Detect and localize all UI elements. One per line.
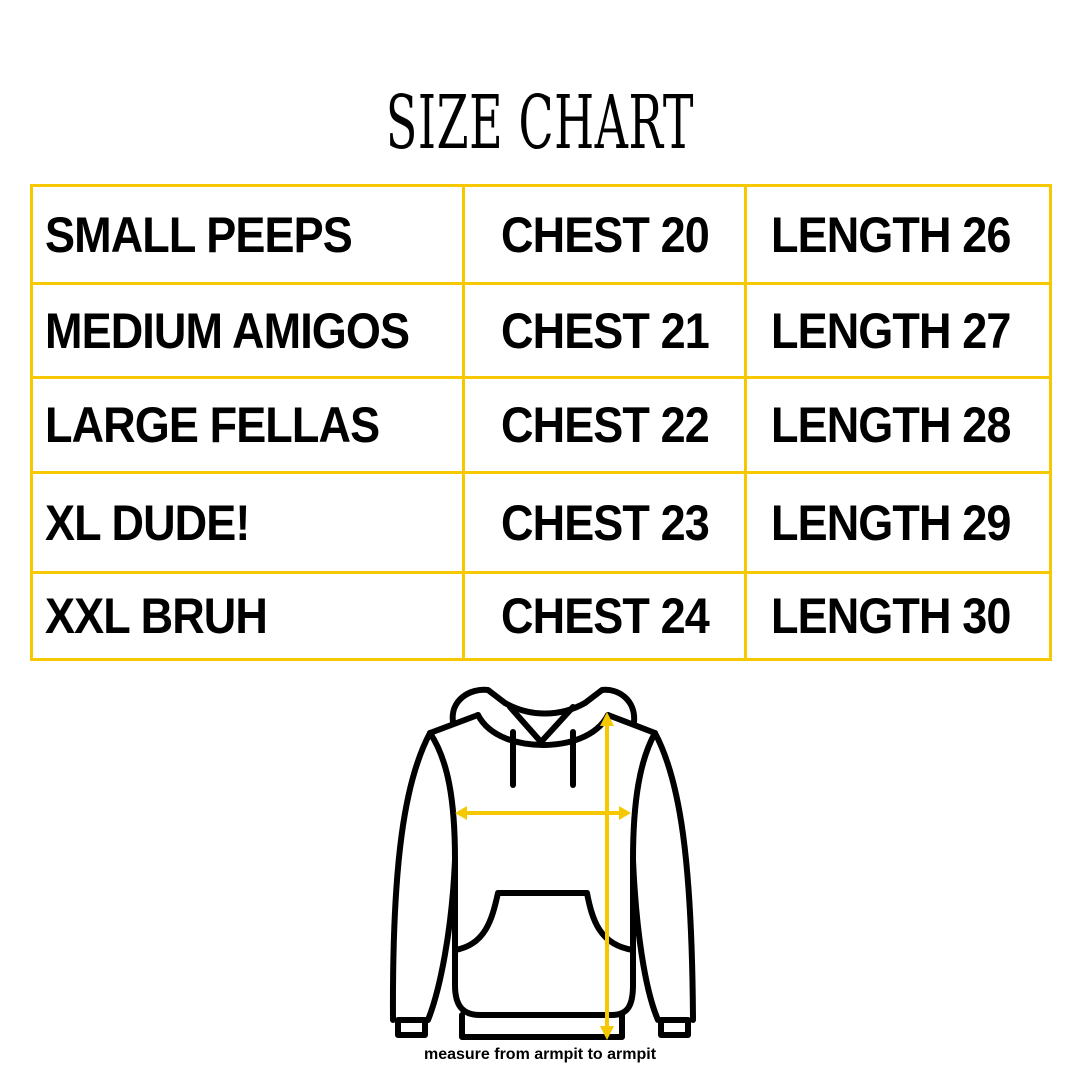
chest-value: CHEST 22 bbox=[500, 397, 710, 453]
length-value: LENGTH 26 bbox=[770, 206, 1011, 263]
length-value: LENGTH 30 bbox=[770, 588, 1011, 644]
length-value: LENGTH 29 bbox=[770, 494, 1011, 551]
table-row: SMALL PEEPS CHEST 20 LENGTH 26 bbox=[30, 184, 1052, 285]
table-row: XL DUDE! CHEST 23 LENGTH 29 bbox=[30, 471, 1052, 574]
chest-value: CHEST 20 bbox=[500, 206, 710, 263]
table-row: LARGE FELLAS CHEST 22 LENGTH 28 bbox=[30, 376, 1052, 474]
size-label: SMALL PEEPS bbox=[45, 206, 353, 263]
chest-value: CHEST 23 bbox=[500, 494, 710, 551]
size-label: MEDIUM AMIGOS bbox=[45, 302, 410, 359]
length-value: LENGTH 27 bbox=[770, 302, 1011, 359]
size-label: LARGE FELLAS bbox=[45, 397, 380, 453]
table-row: MEDIUM AMIGOS CHEST 21 LENGTH 27 bbox=[30, 282, 1052, 379]
size-label: XXL BRUH bbox=[45, 588, 268, 644]
chest-value: CHEST 24 bbox=[500, 588, 710, 644]
length-value: LENGTH 28 bbox=[770, 397, 1011, 453]
size-label: XL DUDE! bbox=[45, 494, 250, 551]
measure-note: measure from armpit to armpit bbox=[423, 1046, 657, 1063]
table-row: XXL BRUH CHEST 24 LENGTH 30 bbox=[30, 571, 1052, 661]
page-title: SIZE CHART bbox=[385, 80, 695, 166]
chest-value: CHEST 21 bbox=[500, 302, 710, 359]
size-table: SMALL PEEPS CHEST 20 LENGTH 26 MEDIUM AM… bbox=[30, 184, 1052, 661]
